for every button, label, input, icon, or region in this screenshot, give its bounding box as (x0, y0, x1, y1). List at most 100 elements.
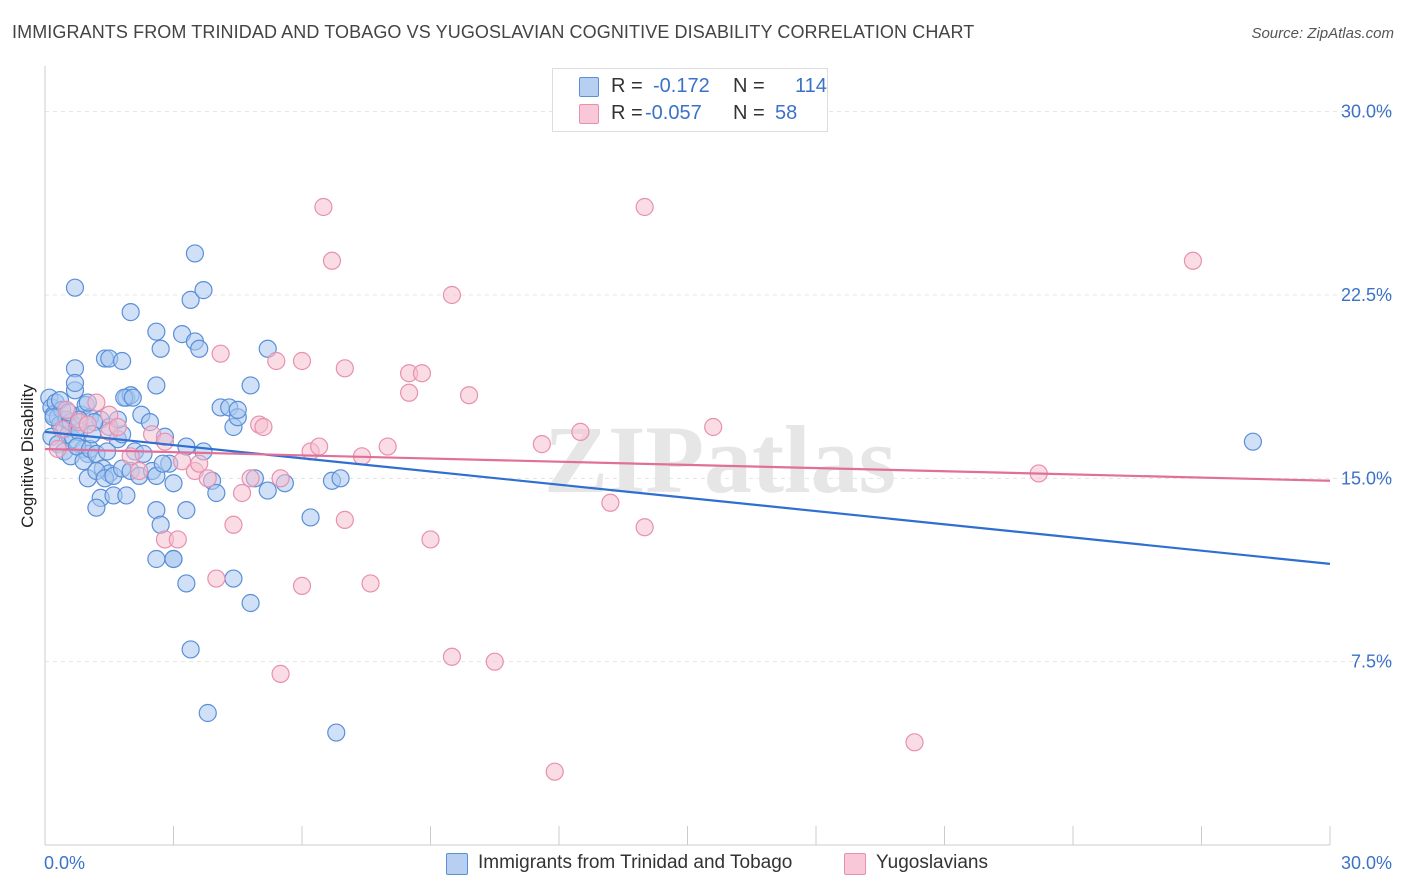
legend-swatch-pink (844, 853, 866, 875)
legend-n-value: 58 (775, 102, 798, 124)
data-point-yugoslavians (314, 197, 333, 217)
legend-r-value: -0.172 (653, 75, 710, 97)
data-point-yugoslavians (87, 393, 106, 412)
data-point-yugoslavians (532, 435, 551, 454)
data-point-yugoslavians (292, 351, 312, 371)
data-point-trinidad-tobago (241, 376, 260, 395)
data-point-yugoslavians (335, 510, 354, 529)
y-tick-label: 22.5% (1341, 285, 1392, 305)
data-point-yugoslavians (207, 569, 226, 588)
data-point-yugoslavians (155, 432, 175, 451)
data-point-yugoslavians (635, 518, 654, 537)
data-point-yugoslavians (57, 400, 76, 419)
y-tick-label: 30.0% (1341, 102, 1392, 122)
series-trinidad-tobago (40, 244, 1263, 742)
data-point-yugoslavians (545, 762, 564, 781)
data-point-trinidad-tobago (224, 569, 243, 588)
data-point-yugoslavians (254, 417, 273, 437)
data-point-trinidad-tobago (301, 508, 320, 527)
data-point-yugoslavians (1183, 251, 1203, 270)
data-point-trinidad-tobago (207, 483, 226, 503)
data-point-trinidad-tobago (198, 703, 217, 723)
grid-lines (45, 111, 1392, 663)
data-point-yugoslavians (108, 417, 127, 437)
legend-swatch-blue (579, 77, 599, 97)
data-point-yugoslavians (232, 483, 252, 503)
data-point-trinidad-tobago (181, 290, 200, 309)
data-point-yugoslavians (412, 364, 432, 383)
data-point-trinidad-tobago (228, 400, 247, 419)
data-point-yugoslavians (601, 493, 620, 512)
data-point-yugoslavians (168, 530, 187, 549)
trend-lines (44, 430, 1331, 565)
data-point-yugoslavians (399, 383, 419, 402)
legend-swatch-pink (579, 104, 599, 124)
legend-label-yugoslavians: Yugoslavians (876, 852, 988, 873)
data-point-yugoslavians (310, 437, 329, 456)
legend-n-label: N = (733, 75, 765, 97)
data-point-trinidad-tobago (241, 593, 260, 613)
data-point-trinidad-tobago (147, 322, 166, 341)
data-point-trinidad-tobago (147, 376, 166, 395)
legend-r-label: R = (611, 75, 643, 97)
data-point-trinidad-tobago (164, 549, 183, 569)
data-point-yugoslavians (361, 574, 380, 593)
data-point-yugoslavians (271, 664, 290, 683)
data-point-yugoslavians (190, 454, 209, 473)
data-point-yugoslavians (198, 469, 217, 488)
data-point-trinidad-tobago (181, 640, 200, 659)
data-point-trinidad-tobago (185, 244, 205, 263)
data-point-trinidad-tobago (164, 474, 183, 493)
legend-r-label: R = (611, 102, 643, 124)
chart-title: IMMIGRANTS FROM TRINIDAD AND TOBAGO VS Y… (12, 22, 975, 42)
y-tick-label: 7.5% (1351, 652, 1392, 672)
data-point-yugoslavians (271, 469, 290, 488)
data-point-trinidad-tobago (147, 549, 166, 569)
trend-line-yugoslavians (44, 447, 1331, 482)
data-point-trinidad-tobago (194, 281, 213, 300)
data-point-yugoslavians (292, 576, 312, 595)
data-point-yugoslavians (459, 386, 479, 405)
data-point-yugoslavians (53, 420, 72, 439)
legend-swatch-blue (446, 853, 468, 875)
data-point-trinidad-tobago (177, 574, 196, 593)
data-point-yugoslavians (485, 652, 504, 671)
data-point-trinidad-tobago (177, 501, 196, 520)
legend-r-value: -0.057 (645, 102, 702, 124)
data-point-trinidad-tobago (331, 469, 350, 488)
data-point-trinidad-tobago (112, 351, 132, 371)
data-point-trinidad-tobago (1243, 432, 1263, 451)
data-point-trinidad-tobago (117, 486, 136, 505)
data-point-trinidad-tobago (327, 723, 346, 742)
data-point-yugoslavians (905, 733, 924, 752)
data-point-yugoslavians (335, 359, 354, 378)
data-point-yugoslavians (241, 469, 260, 488)
x-tick-label: 30.0% (1341, 853, 1392, 873)
data-point-yugoslavians (322, 251, 342, 270)
data-point-yugoslavians (571, 422, 590, 441)
axes (44, 66, 1331, 846)
data-point-yugoslavians (78, 415, 97, 434)
data-point-trinidad-tobago (153, 454, 172, 473)
data-point-yugoslavians (442, 285, 462, 305)
data-point-trinidad-tobago (123, 388, 142, 407)
legend-label-trinidad-tobago: Immigrants from Trinidad and Tobago (478, 852, 793, 873)
data-point-yugoslavians (267, 351, 286, 371)
tick-labels: 7.5% 15.0% 22.5% 30.0% 0.0% 30.0% (44, 102, 1392, 873)
x-tick-label: 0.0% (44, 853, 85, 873)
data-point-trinidad-tobago (190, 339, 209, 358)
data-point-trinidad-tobago (65, 278, 85, 297)
data-point-yugoslavians (378, 437, 397, 456)
data-point-yugoslavians (130, 461, 149, 481)
data-point-yugoslavians (442, 647, 462, 666)
data-point-trinidad-tobago (258, 481, 277, 500)
data-point-trinidad-tobago (65, 373, 85, 393)
data-point-trinidad-tobago (151, 339, 170, 358)
data-point-yugoslavians (635, 197, 654, 217)
data-point-yugoslavians (224, 515, 243, 534)
data-point-yugoslavians (704, 417, 723, 437)
data-point-yugoslavians (421, 530, 440, 549)
data-point-yugoslavians (211, 344, 230, 363)
data-point-trinidad-tobago (121, 303, 140, 322)
